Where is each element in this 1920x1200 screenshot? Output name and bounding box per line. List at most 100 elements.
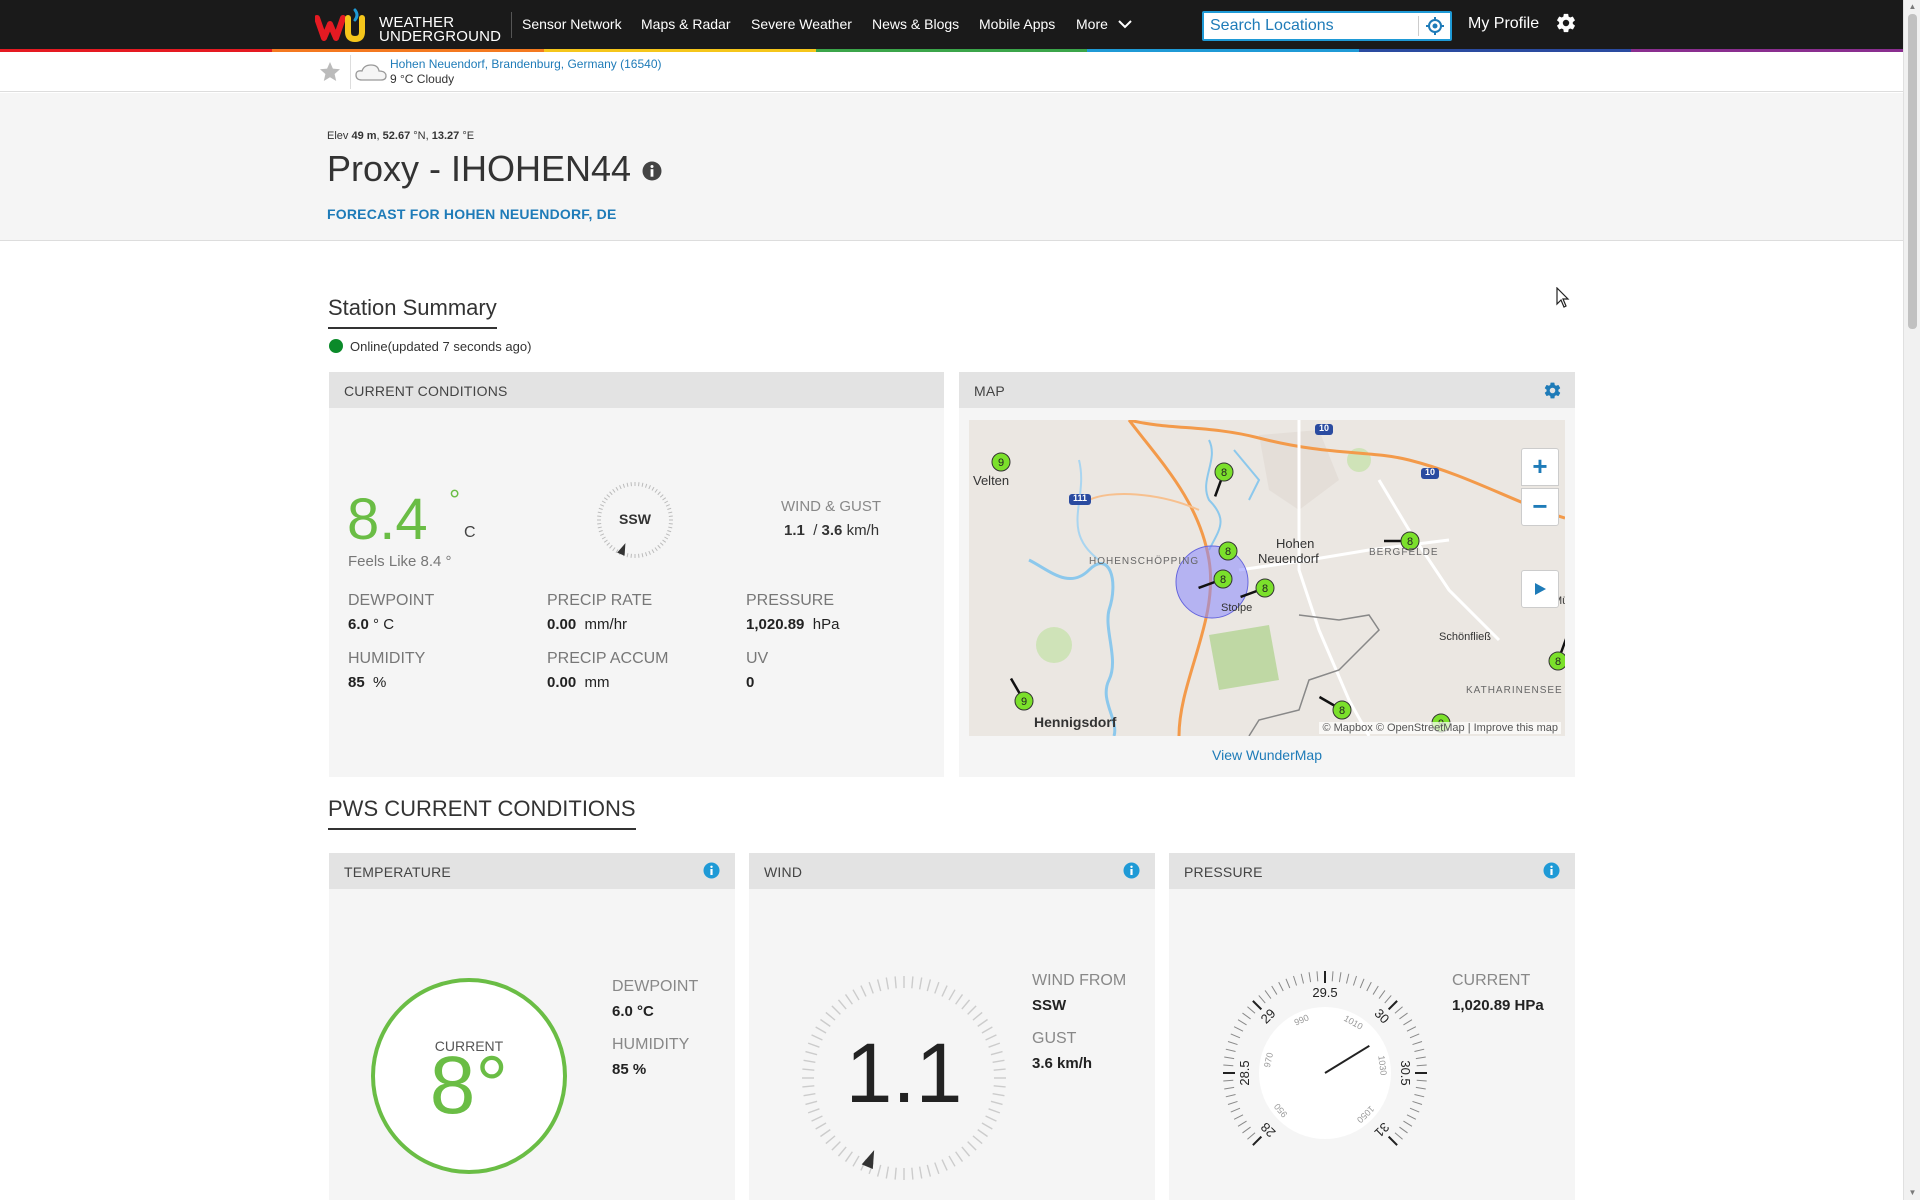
current-temperature: 8.4 — [347, 487, 428, 552]
station-elevation-coordinates: Elev 49 m, 52.67 °N, 13.27 °E — [327, 130, 475, 142]
station-marker[interactable]: 8 — [1213, 462, 1234, 497]
wind-from-value: SSW — [1032, 997, 1067, 1014]
station-marker[interactable]: 8 — [1548, 637, 1565, 671]
map-canvas[interactable]: 9888888989 — [969, 420, 1565, 736]
panel-header: MAP — [959, 372, 1575, 408]
road-shield-10-east: 10 — [1425, 467, 1436, 477]
svg-text:8: 8 — [1262, 583, 1268, 595]
temperature-current-label: CURRENT — [434, 1038, 504, 1054]
location-name-link[interactable]: Hohen Neuendorf, Brandenburg, Germany (1… — [390, 57, 662, 71]
logo-text: WEATHER UNDERGROUND — [379, 14, 502, 45]
chevron-down-icon — [1118, 20, 1132, 29]
wind-from-label: WIND FROM — [1032, 972, 1127, 989]
play-icon — [1535, 583, 1546, 595]
panel-header: PRESSURE — [1169, 853, 1575, 889]
station-marker[interactable]: 8 — [1240, 578, 1275, 599]
map-label-katharinensee: KATHARINENSEE — [1466, 685, 1563, 696]
station-marker[interactable]: 9 — [1009, 677, 1034, 711]
map-label-velten: Velten — [973, 473, 1010, 488]
wind-gust-label: GUST — [1032, 1030, 1077, 1047]
pressure-title: PRESSURE — [1184, 864, 1263, 880]
nav-news-blogs[interactable]: News & Blogs — [872, 16, 960, 32]
view-wundermap-link[interactable]: View WunderMap — [1212, 747, 1322, 763]
temp-dewpoint-label: DEWPOINT — [612, 978, 699, 995]
scroll-up-arrow-icon[interactable]: ▲ — [1908, 2, 1917, 11]
wind-unit: km/h — [846, 522, 880, 539]
pressure-current-value: 1,020.89 HPa — [1452, 997, 1544, 1014]
panel-header: CURRENT CONDITIONS — [329, 372, 944, 408]
uv-value: 0 — [746, 674, 755, 691]
map-attribution[interactable]: © Mapbox © OpenStreetMap | Improve this … — [1319, 722, 1561, 734]
gear-icon[interactable] — [1555, 12, 1577, 34]
map-label-hennigsdorf: Hennigsdorf — [1034, 714, 1117, 730]
info-icon[interactable] — [642, 161, 662, 181]
rainbow-segment — [1359, 49, 1632, 52]
scrollbar-thumb[interactable] — [1908, 14, 1917, 329]
svg-text:8: 8 — [1225, 546, 1231, 558]
svg-text:8: 8 — [1555, 656, 1561, 668]
pressure-hpa-tick-label: 970 — [1262, 1052, 1275, 1069]
rainbow-stripe — [0, 49, 1904, 52]
scroll-down-arrow-icon[interactable]: ▼ — [1908, 1188, 1917, 1197]
wind-gust-value: 3.6 km/h — [1032, 1055, 1093, 1072]
pressure-inhg-tick-label: 29.5 — [1312, 985, 1337, 1000]
play-animation-button[interactable] — [1521, 570, 1559, 608]
info-icon[interactable] — [1543, 862, 1560, 879]
station-map[interactable]: 9888888989 Velten Hohen Neuendorf HOHENS… — [969, 420, 1565, 736]
station-marker[interactable]: 8 — [1318, 695, 1352, 720]
search-input[interactable] — [1204, 13, 1416, 39]
nav-maps-radar[interactable]: Maps & Radar — [641, 16, 731, 32]
wind-title: WIND — [764, 864, 803, 880]
station-marker[interactable]: 8 — [1384, 531, 1420, 551]
nav-sensor-network[interactable]: Sensor Network — [522, 16, 622, 32]
my-profile-link[interactable]: My Profile — [1468, 15, 1540, 32]
wind-direction-arrow-icon — [861, 1150, 875, 1169]
station-marker[interactable]: 9 — [991, 452, 1011, 472]
search-separator — [1418, 16, 1419, 36]
zoom-in-button[interactable]: + — [1521, 448, 1559, 486]
uv-label: UV — [746, 650, 769, 667]
locate-me-icon[interactable] — [1425, 16, 1445, 36]
forecast-link[interactable]: FORECAST FOR HOHEN NEUENDORF, DE — [327, 206, 617, 222]
nav-mobile-apps[interactable]: Mobile Apps — [979, 16, 1056, 32]
rainbow-segment — [1087, 49, 1360, 52]
top-navigation-bar: WEATHER UNDERGROUND Sensor Network Maps … — [0, 0, 1903, 51]
humidity-label: HUMIDITY — [348, 650, 426, 667]
nav-more[interactable]: More — [1076, 16, 1132, 32]
station-marker[interactable]: 8 — [1198, 569, 1233, 590]
humidity-value: 85 % — [348, 674, 387, 691]
wind-speed-value: 1.1 — [845, 1026, 963, 1120]
map-settings-gear-icon[interactable] — [1543, 381, 1562, 400]
zoom-out-button[interactable]: − — [1521, 488, 1559, 526]
longitude-suffix: °E — [462, 130, 475, 142]
wunderground-logo[interactable]: WEATHER UNDERGROUND — [315, 6, 501, 46]
info-icon[interactable] — [703, 862, 720, 879]
map-label-schoenfliess: Schönfließ — [1439, 631, 1491, 643]
map-label-stolpe: Stolpe — [1221, 602, 1253, 614]
station-marker[interactable]: 8 — [1218, 541, 1238, 561]
map-panel: MAP — [959, 372, 1575, 777]
temperature-gauge-ring — [371, 978, 567, 1174]
favorite-star-icon[interactable] — [318, 60, 342, 84]
info-icon[interactable] — [1123, 862, 1140, 879]
pressure-hpa-tick-label: 1030 — [1376, 1055, 1389, 1076]
pressure-value: 1,020.89 hPa — [746, 616, 840, 633]
svg-text:8: 8 — [1407, 536, 1413, 548]
pws-conditions-heading: PWS CURRENT CONDITIONS — [328, 796, 636, 830]
road-shield-10-north: 10 — [1319, 423, 1330, 433]
map-label-neuendorf: Neuendorf — [1258, 551, 1319, 566]
search-box — [1202, 11, 1452, 41]
wu-logo-icon — [315, 8, 365, 43]
pressure-current-label: CURRENT — [1452, 972, 1531, 989]
wind-panel: WIND 1.1 WIND FROM SSW GUST 3.6 km/h — [749, 853, 1155, 1200]
nav-severe-weather[interactable]: Severe Weather — [751, 16, 852, 32]
scrollbar[interactable]: ▲ ▼ — [1903, 0, 1920, 1200]
location-condition: 9 °C Cloudy — [390, 72, 455, 86]
panel-header: WIND — [749, 853, 1155, 889]
current-conditions-panel: CURRENT CONDITIONS 8.4 ° C Feels Like 8.… — [329, 372, 944, 777]
panel-header: TEMPERATURE — [329, 853, 735, 889]
map-label-hohen: Hohen — [1276, 536, 1315, 551]
svg-text:8: 8 — [1339, 705, 1345, 717]
temperature-unit: C — [464, 524, 476, 541]
nav-more-label: More — [1076, 16, 1108, 32]
